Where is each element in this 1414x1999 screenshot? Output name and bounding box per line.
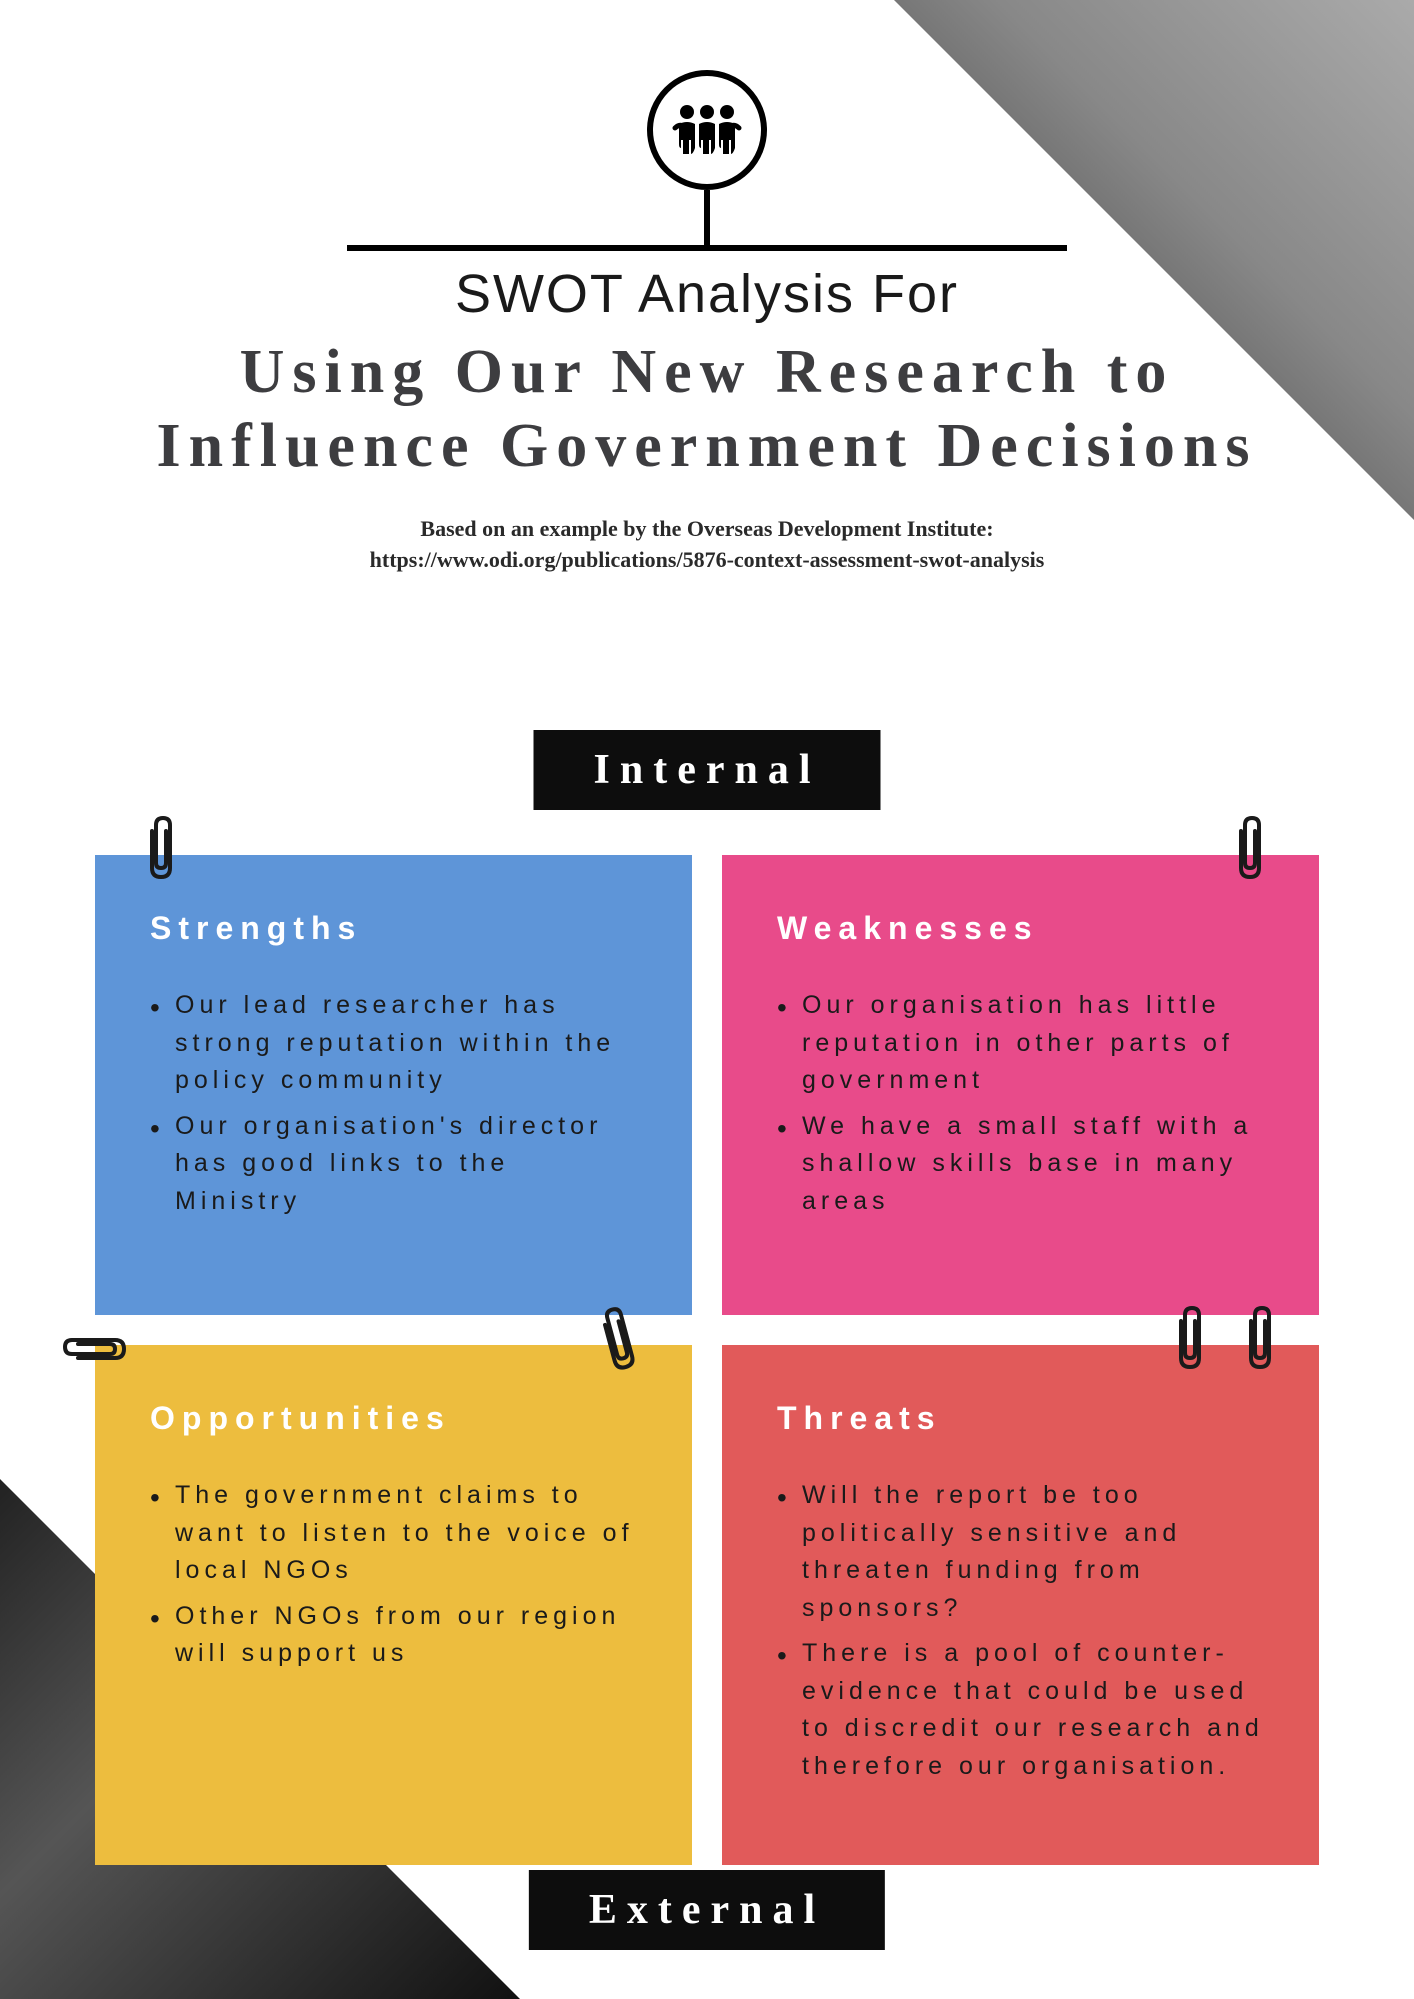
- list-item: The government claims to want to listen …: [175, 1477, 637, 1590]
- strengths-card: Strengths Our lead researcher has strong…: [95, 855, 692, 1315]
- header: SWOT Analysis For Using Our New Research…: [107, 70, 1307, 575]
- main-title: Using Our New Research to Influence Gove…: [107, 335, 1307, 484]
- weaknesses-card: Weaknesses Our organisation has little r…: [722, 855, 1319, 1315]
- logo-stem: [704, 190, 710, 245]
- swot-grid: Strengths Our lead researcher has strong…: [95, 855, 1319, 1865]
- external-label: External: [529, 1870, 885, 1950]
- strengths-list: Our lead researcher has strong reputatio…: [150, 987, 637, 1220]
- paperclip-icon: [1219, 813, 1289, 883]
- pretitle: SWOT Analysis For: [107, 263, 1307, 325]
- header-divider: [347, 245, 1067, 251]
- opportunities-list: The government claims to want to listen …: [150, 1477, 637, 1673]
- paperclip-icon: [130, 813, 200, 883]
- logo-circle: [647, 70, 767, 190]
- threats-list: Will the report be too politically sensi…: [777, 1477, 1264, 1785]
- internal-label: Internal: [534, 730, 881, 810]
- list-item: Our lead researcher has strong reputatio…: [175, 987, 637, 1100]
- paperclip-icon: [1229, 1303, 1299, 1373]
- list-item: Our organisation's director has good lin…: [175, 1108, 637, 1221]
- paperclip-icon: [1159, 1303, 1229, 1373]
- list-item: Other NGOs from our region will support …: [175, 1598, 637, 1673]
- opportunities-card: Opportunities The government claims to w…: [95, 1345, 692, 1865]
- people-group-icon: [667, 100, 747, 160]
- weaknesses-list: Our organisation has little reputation i…: [777, 987, 1264, 1220]
- infographic-page: SWOT Analysis For Using Our New Research…: [0, 0, 1414, 1999]
- opportunities-title: Opportunities: [150, 1400, 637, 1437]
- list-item: We have a small staff with a shallow ski…: [802, 1108, 1264, 1221]
- list-item: Our organisation has little reputation i…: [802, 987, 1264, 1100]
- threats-card: Threats Will the report be too political…: [722, 1345, 1319, 1865]
- strengths-title: Strengths: [150, 910, 637, 947]
- weaknesses-title: Weaknesses: [777, 910, 1264, 947]
- paperclip-icon: [60, 1310, 130, 1380]
- source-citation: Based on an example by the Overseas Deve…: [107, 514, 1307, 576]
- threats-title: Threats: [777, 1400, 1264, 1437]
- list-item: Will the report be too politically sensi…: [802, 1477, 1264, 1627]
- list-item: There is a pool of counter-evidence that…: [802, 1635, 1264, 1785]
